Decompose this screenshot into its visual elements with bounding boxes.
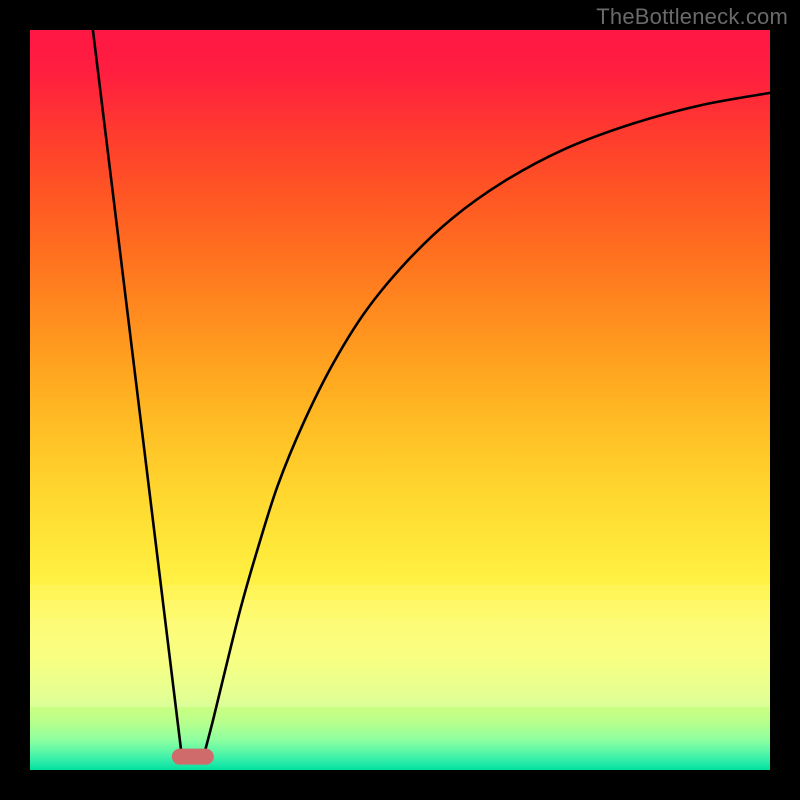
chart-canvas: [0, 0, 800, 800]
bottleneck-marker: [172, 749, 214, 765]
overlay-band-0: [30, 585, 770, 600]
bottleneck-chart: TheBottleneck.com: [0, 0, 800, 800]
overlay-band-2: [30, 618, 770, 707]
overlay-band-1: [30, 600, 770, 619]
watermark-text: TheBottleneck.com: [596, 4, 788, 30]
